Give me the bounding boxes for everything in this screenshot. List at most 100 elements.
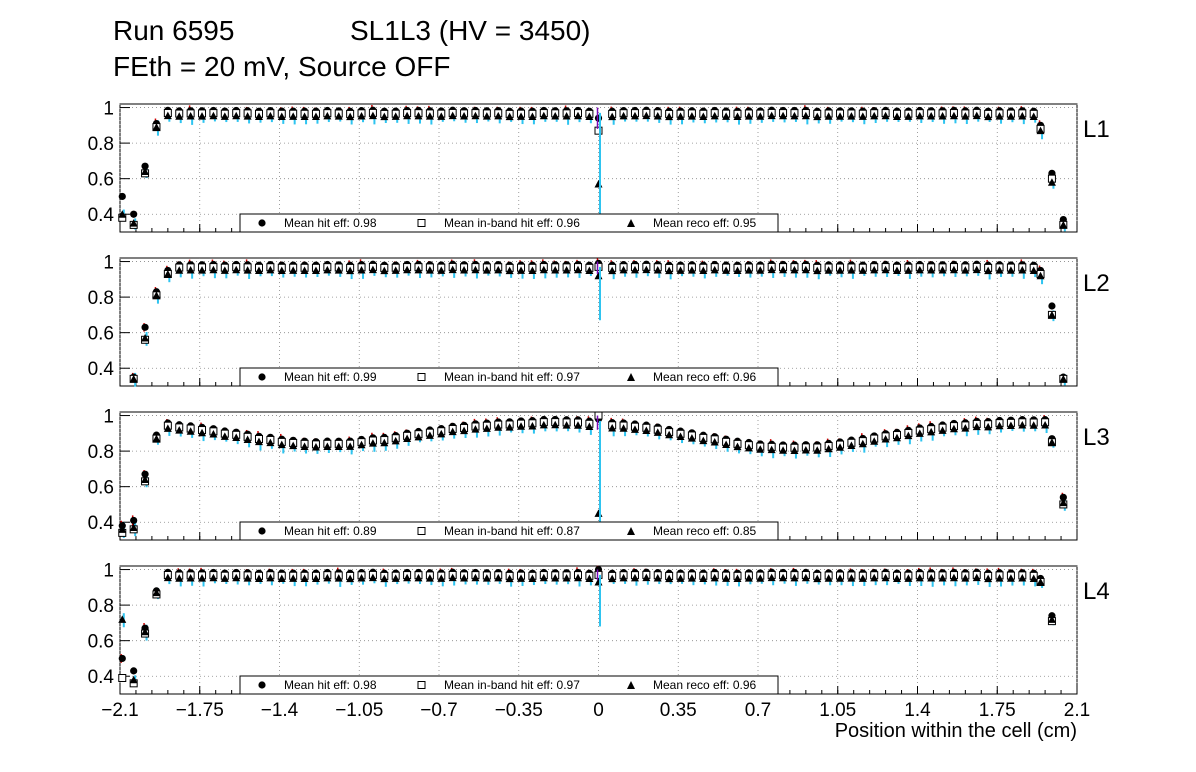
reco-point — [938, 112, 947, 120]
y-tick-label: 0.6 — [88, 478, 114, 499]
x-tick-label: −1.4 — [261, 700, 299, 721]
reco-point — [471, 265, 480, 274]
reco-point — [551, 420, 560, 429]
reco-point — [163, 270, 172, 278]
reco-point — [824, 112, 833, 120]
reco-point — [779, 265, 788, 274]
reco-point — [198, 112, 207, 120]
reco-point — [585, 112, 594, 121]
reco-point — [448, 111, 457, 120]
reco-point — [482, 266, 491, 274]
reco-point — [1006, 266, 1015, 274]
reco-point — [357, 440, 366, 449]
legend-hit-label: Mean hit eff: 0.89 — [284, 524, 377, 538]
reco-point — [972, 111, 981, 120]
reco-point — [311, 112, 320, 120]
reco-point — [961, 574, 970, 582]
reco-point — [562, 266, 571, 274]
reco-point — [927, 427, 936, 436]
legend-inband-marker — [417, 681, 426, 689]
x-tick-label: 0.7 — [745, 700, 771, 721]
reco-point — [836, 266, 845, 274]
reco-point — [858, 439, 867, 448]
reco-point — [1029, 421, 1038, 429]
reco-point — [209, 111, 218, 120]
reco-point — [391, 266, 400, 274]
reco-point — [1036, 126, 1045, 135]
reco-point — [232, 573, 241, 582]
layer-label-l2: L2 — [1083, 270, 1110, 297]
reco-point — [175, 426, 184, 434]
reco-point — [779, 446, 788, 454]
hit-point — [130, 210, 138, 218]
reco-point — [733, 574, 742, 583]
legend-inband-marker — [417, 527, 426, 535]
reco-point — [403, 111, 412, 120]
reco-point — [585, 422, 594, 430]
reco-point — [437, 574, 446, 582]
reco-point — [346, 442, 355, 450]
reco-point — [653, 265, 662, 274]
reco-point — [1047, 615, 1056, 623]
reco-point — [608, 266, 617, 275]
x-tick-label: 1.4 — [904, 700, 931, 721]
reco-point — [642, 426, 651, 434]
reco-point — [448, 573, 457, 582]
reco-point — [733, 112, 742, 121]
reco-point — [334, 442, 343, 451]
hit-point — [141, 470, 149, 478]
reco-point — [220, 266, 229, 274]
reco-point — [243, 435, 252, 444]
reco-point — [266, 573, 275, 582]
y-tick-label: 0.4 — [88, 359, 115, 380]
reco-point — [1018, 266, 1027, 274]
reco-point — [756, 266, 765, 274]
reco-point — [539, 265, 548, 274]
reco-point — [414, 111, 423, 120]
reco-point — [425, 266, 434, 274]
reco-point — [938, 574, 947, 582]
hit-point — [118, 192, 126, 201]
reco-point — [767, 265, 776, 274]
reco-point — [1047, 438, 1056, 446]
reco-point — [1047, 310, 1056, 319]
reco-point — [881, 573, 890, 582]
reco-point — [334, 266, 343, 274]
reco-point — [471, 573, 480, 582]
x-tick-label: 0.35 — [660, 700, 697, 721]
reco-point — [870, 437, 879, 445]
reco-point — [562, 574, 571, 582]
reco-point — [517, 266, 526, 274]
reco-point — [505, 423, 514, 431]
legend-inband-label: Mean in-band hit eff: 0.97 — [444, 678, 580, 692]
reco-point — [517, 422, 526, 430]
y-tick-label: 0.6 — [88, 324, 114, 345]
reco-point — [881, 265, 890, 274]
reco-point — [619, 265, 628, 274]
reco-point — [676, 266, 685, 274]
reco-point — [482, 112, 491, 120]
reco-point — [232, 265, 241, 274]
reco-point — [403, 265, 412, 274]
reco-point — [539, 420, 548, 429]
reco-point — [744, 443, 753, 452]
x-tick-label: 2.1 — [1064, 700, 1090, 721]
reco-point — [756, 112, 765, 120]
reco-point — [722, 266, 731, 274]
reco-point — [403, 573, 412, 582]
reco-point — [1059, 220, 1068, 229]
reco-point — [425, 112, 434, 120]
reco-point — [163, 111, 172, 120]
reco-point — [1006, 574, 1015, 582]
reco-point — [744, 112, 753, 120]
reco-point — [186, 266, 195, 274]
hit-point — [130, 667, 138, 675]
reco-point — [824, 266, 833, 274]
y-tick-label: 0.8 — [88, 288, 114, 309]
reco-point — [699, 436, 708, 445]
reco-point — [699, 112, 708, 120]
x-axis-label: Position within the cell (cm) — [835, 720, 1077, 742]
legend-reco-label: Mean reco eff: 0.95 — [653, 216, 757, 230]
reco-point — [972, 573, 981, 582]
reco-point — [562, 112, 571, 120]
